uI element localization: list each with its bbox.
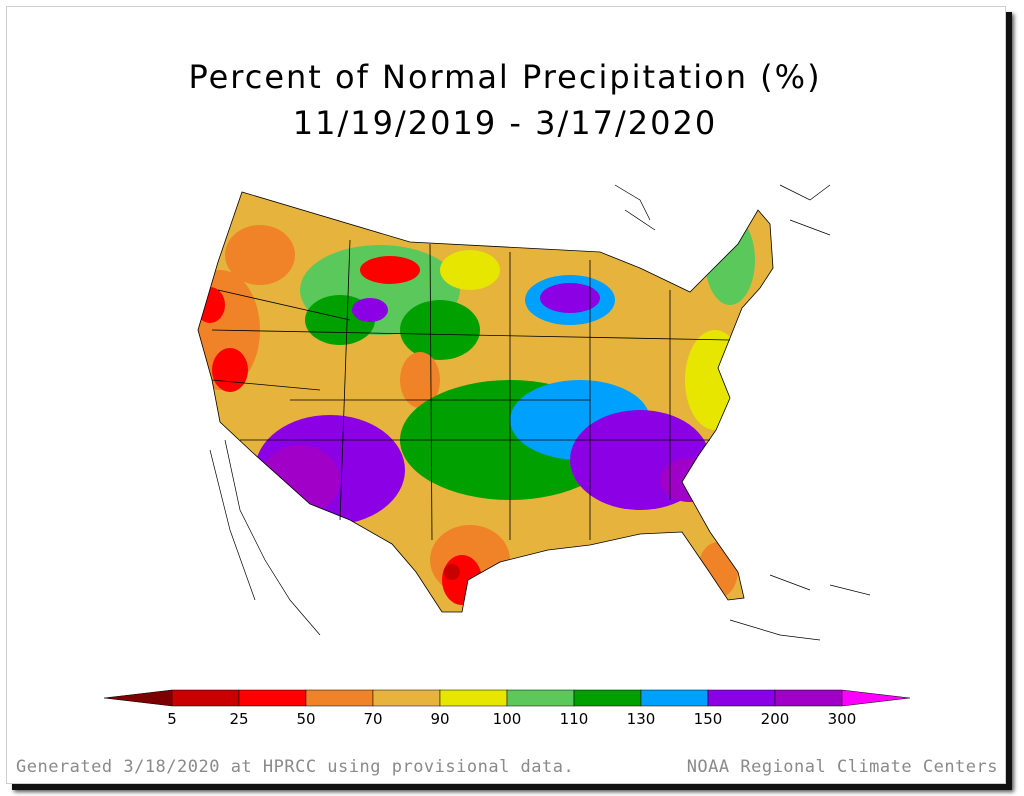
legend-swatch-70_90 <box>372 689 441 707</box>
legend-arrow-below-5 <box>103 689 173 707</box>
legend-arrow-above-300 <box>841 689 911 707</box>
legend-tick-label: 25 <box>229 710 248 728</box>
legend-swatch-110_130 <box>573 689 642 707</box>
source-credit: NOAA Regional Climate Centers <box>686 757 998 777</box>
map-date-range: 11/19/2019 - 3/17/2020 <box>292 104 718 142</box>
legend-swatch-90_100 <box>439 689 508 707</box>
legend-tick-label: 5 <box>167 710 177 728</box>
legend-tick-label: 50 <box>296 710 315 728</box>
color-scale-legend: 5 25 50 70 90 100 110 130 150 200 300 <box>103 689 911 728</box>
state-boundaries <box>197 191 774 613</box>
generated-note: Generated 3/18/2020 at HPRCC using provi… <box>16 757 575 777</box>
legend-swatch-130_150 <box>640 689 709 707</box>
legend-tick-label: 150 <box>694 710 723 728</box>
map-title: Percent of Normal Precipitation (%) <box>188 58 822 96</box>
surrounding-coastlines <box>209 184 870 641</box>
legend-tick-label: 130 <box>627 710 656 728</box>
legend-swatch-25_50 <box>238 689 307 707</box>
legend-tick-label: 110 <box>560 710 589 728</box>
legend-swatch-150_200 <box>707 689 776 707</box>
legend-swatch-100_110 <box>506 689 575 707</box>
legend-swatch-200_300 <box>774 689 843 707</box>
legend-tick-label: 100 <box>493 710 522 728</box>
precip-field <box>198 192 773 612</box>
precipitation-map <box>197 184 870 641</box>
legend-tick-label: 70 <box>363 710 382 728</box>
legend-swatch-50_70 <box>305 689 374 707</box>
legend-tick-label: 90 <box>430 710 449 728</box>
legend-tick-label: 200 <box>761 710 790 728</box>
legend-swatch-5_25 <box>171 689 240 707</box>
legend-tick-label: 300 <box>828 710 857 728</box>
